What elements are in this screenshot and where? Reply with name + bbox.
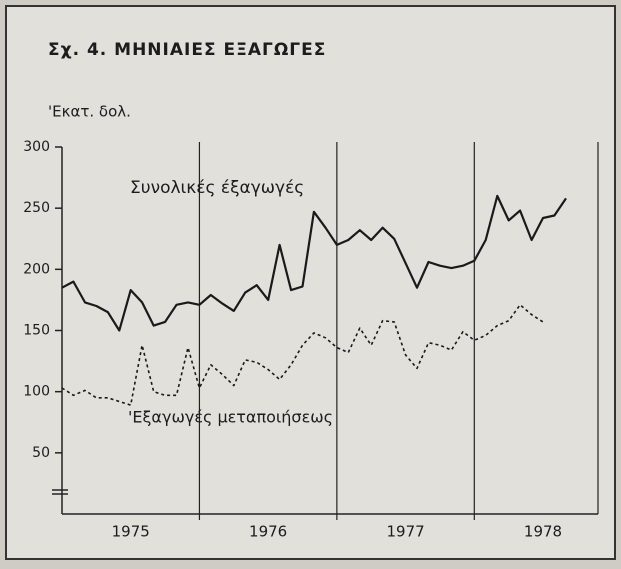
y-axis-label: 'Εκατ. δολ. — [48, 103, 131, 121]
y-tick-label: 50 — [32, 445, 50, 461]
y-tick-label: 150 — [23, 323, 50, 339]
x-tick-label: 1977 — [386, 523, 424, 541]
series-annotation: Συνολικές έξαγωγές — [130, 178, 304, 198]
y-tick-label: 100 — [23, 384, 50, 400]
series-annotation: 'Εξαγωγές μεταποιήσεως — [128, 408, 333, 427]
x-tick-label: 1975 — [112, 523, 150, 541]
chart-title: Σχ. 4. ΜΗΝΙΑΙΕΣ ΕΞΑΓΩΓΕΣ — [48, 40, 326, 60]
y-tick-label: 300 — [23, 139, 50, 155]
frame — [5, 5, 616, 560]
y-tick-label: 250 — [23, 200, 50, 216]
y-tick-label: 200 — [23, 261, 50, 277]
x-tick-label: 1978 — [524, 523, 562, 541]
dashed-line — [61, 304, 544, 406]
solid-line — [61, 194, 567, 332]
x-tick-label: 1976 — [249, 523, 287, 541]
